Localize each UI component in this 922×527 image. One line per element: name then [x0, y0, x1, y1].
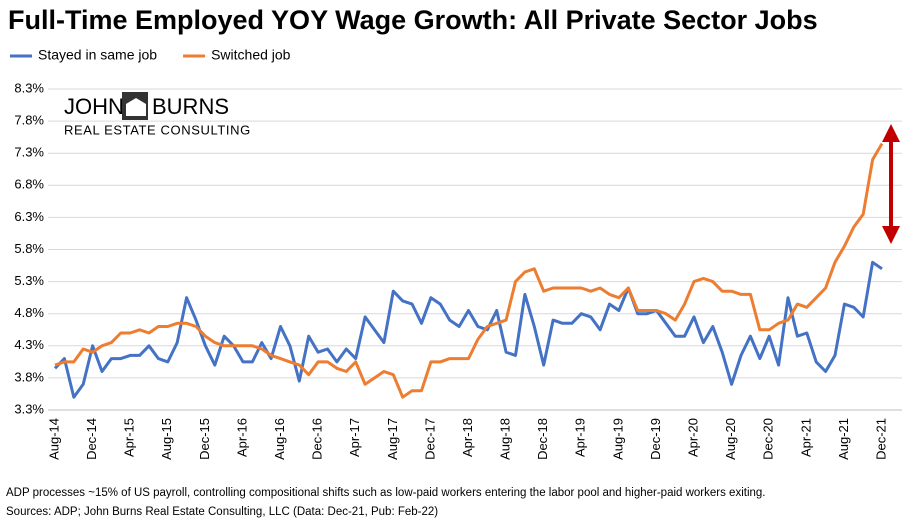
series-line	[54, 142, 884, 399]
arrow-head	[882, 226, 900, 244]
y-tick-label: 6.3%	[14, 209, 44, 224]
x-tick-label: Dec-16	[310, 418, 325, 460]
y-tick-label: 3.3%	[14, 401, 44, 416]
series-line	[53, 260, 883, 399]
x-tick-label: Dec-21	[873, 418, 888, 460]
x-tick-label: Aug-21	[836, 418, 851, 460]
legend-label: Switched job	[211, 47, 291, 63]
y-tick-label: 7.3%	[14, 145, 44, 160]
footnote: Sources: ADP; John Burns Real Estate Con…	[6, 506, 438, 518]
logo-text: REAL ESTATE CONSULTING	[64, 122, 251, 137]
arrow-head	[882, 124, 900, 142]
y-tick-label: 6.8%	[14, 177, 44, 192]
x-tick-label: Dec-18	[535, 418, 550, 460]
logo-house	[126, 98, 146, 116]
x-tick-label: Dec-15	[197, 418, 212, 460]
y-tick-label: 5.3%	[14, 273, 44, 288]
logo: JOHN BURNS REAL ESTATE CONSULTING	[64, 92, 251, 137]
x-tick-label: Dec-14	[84, 418, 99, 460]
y-tick-label: 3.8%	[14, 369, 44, 384]
chart-title: Full-Time Employed YOY Wage Growth: All …	[8, 5, 818, 35]
x-tick-label: Apr-19	[573, 418, 588, 457]
x-tick-label: Aug-19	[610, 418, 625, 460]
x-tick-label: Apr-21	[798, 418, 813, 457]
x-tick-label: Aug-20	[723, 418, 738, 460]
y-tick-label: 8.3%	[14, 80, 44, 95]
legend-label: Stayed in same job	[38, 47, 157, 63]
y-tick-label: 4.8%	[14, 305, 44, 320]
x-tick-label: Dec-20	[761, 418, 776, 460]
x-tick-label: Apr-18	[460, 418, 475, 457]
logo-text: BURNS	[152, 94, 229, 119]
x-tick-label: Aug-16	[272, 418, 287, 460]
logo-text: JOHN	[64, 94, 124, 119]
y-tick-label: 4.3%	[14, 337, 44, 352]
x-tick-label: Apr-20	[685, 418, 700, 457]
x-tick-label: Apr-16	[234, 418, 249, 457]
x-tick-label: Dec-19	[648, 418, 663, 460]
footnote: ADP processes ~15% of US payroll, contro…	[6, 487, 766, 499]
x-tick-label: Apr-15	[122, 418, 137, 457]
y-tick-label: 5.8%	[14, 241, 44, 256]
x-tick-label: Dec-17	[422, 418, 437, 460]
y-tick-label: 7.8%	[14, 113, 44, 128]
x-tick-label: Aug-18	[498, 418, 513, 460]
x-tick-label: Aug-15	[159, 418, 174, 460]
x-tick-label: Aug-14	[46, 418, 61, 460]
x-tick-label: Aug-17	[385, 418, 400, 460]
x-tick-label: Apr-17	[347, 418, 362, 457]
